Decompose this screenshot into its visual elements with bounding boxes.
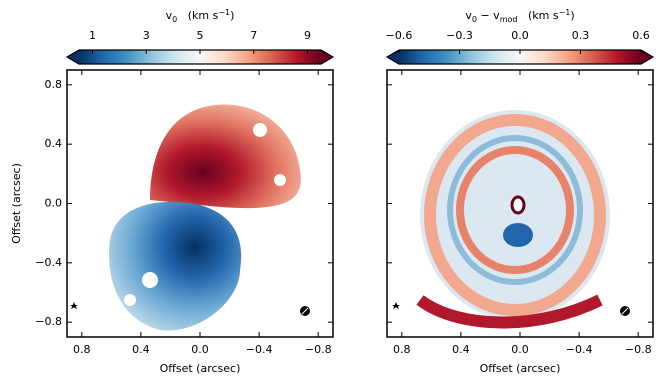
- colorbar-label-part: ): [230, 9, 234, 22]
- x-tick-label: −0.8: [305, 343, 332, 356]
- x-axis-label: Offset (arcsec): [480, 362, 561, 375]
- colorbar-tick-label: 0.6: [632, 29, 650, 42]
- y-tick-label: 0.8: [45, 78, 63, 91]
- velocity-map: [70, 104, 310, 331]
- colorbar-label: v0​ (km s−1​): [166, 8, 235, 24]
- colorbar-tick-label: −0.6: [386, 29, 413, 42]
- colorbar-label-part: −1: [218, 8, 230, 17]
- colorbar-tick-label: 5: [197, 29, 204, 42]
- x-tick-label: −0.4: [566, 343, 593, 356]
- colorbar-label: v0​ − vmod​ (km s−1​): [465, 8, 574, 24]
- y-tick-label: −0.4: [35, 256, 62, 269]
- x-tick-label: 0.4: [132, 343, 150, 356]
- colorbar-label-part: v: [166, 9, 173, 22]
- x-tick-label: 0.0: [191, 343, 209, 356]
- x-tick-label: −0.4: [246, 343, 273, 356]
- colorbar-extend: [387, 50, 399, 64]
- colorbar-extend: [641, 50, 653, 64]
- colorbar-tick-label: 9: [304, 29, 311, 42]
- colorbar-frame: [65, 49, 335, 65]
- x-tick-label: 0.8: [73, 343, 91, 356]
- colorbar-label-part: v: [465, 9, 472, 22]
- y-tick-label: −0.8: [35, 315, 62, 328]
- residual-map: [392, 110, 630, 329]
- x-tick-label: −0.8: [625, 343, 652, 356]
- y-tick-label: 0.0: [45, 197, 63, 210]
- colorbar: [79, 50, 321, 64]
- colorbar-label-part: (km s: [517, 9, 558, 22]
- colorbar-label-part: mod: [500, 15, 518, 24]
- colorbar-label-part: ): [570, 9, 574, 22]
- colorbar-tick-label: 3: [143, 29, 150, 42]
- colorbar-extend: [67, 50, 79, 64]
- colorbar-tick-label: 1: [89, 29, 96, 42]
- x-axis-label: Offset (arcsec): [160, 362, 241, 375]
- colorbar-label-part: −1: [559, 8, 571, 17]
- colorbar-label-part: 0: [172, 15, 177, 24]
- x-tick-label: 0.8: [393, 343, 411, 356]
- y-tick-label: 0.4: [45, 137, 63, 150]
- colorbar-extend: [321, 50, 333, 64]
- colorbar-label-part: − v: [477, 9, 500, 22]
- colorbar-tick-label: 0.3: [572, 29, 590, 42]
- colorbar-tick-label: 7: [250, 29, 257, 42]
- colorbar-tick-label: 0.0: [511, 29, 529, 42]
- colorbar-label-part: 0: [472, 15, 477, 24]
- x-tick-label: 0.0: [511, 343, 529, 356]
- colorbar-tick-label: −0.3: [446, 29, 473, 42]
- x-tick-label: 0.4: [452, 343, 470, 356]
- y-axis-label: Offset (arcsec): [10, 163, 23, 244]
- colorbar-label-part: (km s: [177, 9, 218, 22]
